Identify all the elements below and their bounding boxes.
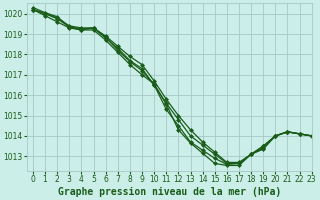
- X-axis label: Graphe pression niveau de la mer (hPa): Graphe pression niveau de la mer (hPa): [58, 186, 281, 197]
